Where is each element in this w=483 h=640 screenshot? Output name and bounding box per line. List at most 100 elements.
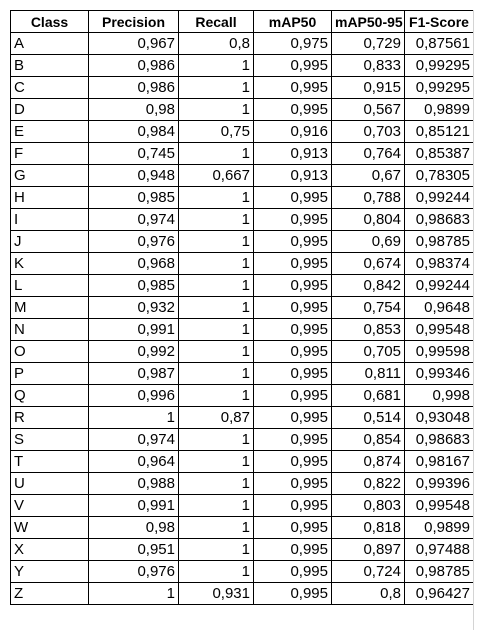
- cell-map50-95[interactable]: 0,69: [331, 230, 405, 253]
- cell-map50-95[interactable]: 0,788: [331, 186, 405, 209]
- cell-map50[interactable]: 0,913: [253, 142, 332, 165]
- cell-precision[interactable]: 0,964: [88, 450, 179, 473]
- cell-map50-95[interactable]: 0,705: [331, 340, 405, 363]
- cell-map50[interactable]: 0,995: [253, 450, 332, 473]
- cell-map50[interactable]: 0,913: [253, 164, 332, 187]
- cell-map50-95[interactable]: 0,764: [331, 142, 405, 165]
- cell-recall[interactable]: 1: [178, 340, 254, 363]
- cell-map50-95[interactable]: 0,724: [331, 560, 405, 583]
- cell-f1-score[interactable]: 0,9899: [404, 516, 474, 539]
- cell-recall[interactable]: 1: [178, 296, 254, 319]
- cell-precision[interactable]: 0,974: [88, 428, 179, 451]
- cell-class[interactable]: C: [10, 76, 89, 99]
- cell-precision[interactable]: 1: [88, 406, 179, 429]
- cell-f1-score[interactable]: 0,998: [404, 384, 474, 407]
- cell-precision[interactable]: 0,976: [88, 560, 179, 583]
- cell-recall[interactable]: 1: [178, 560, 254, 583]
- cell-class[interactable]: K: [10, 252, 89, 275]
- cell-precision[interactable]: 0,968: [88, 252, 179, 275]
- cell-f1-score[interactable]: 0,99244: [404, 186, 474, 209]
- cell-map50[interactable]: 0,995: [253, 296, 332, 319]
- header-map50-95[interactable]: mAP50-95: [331, 10, 405, 33]
- cell-map50[interactable]: 0,995: [253, 318, 332, 341]
- cell-f1-score[interactable]: 0,98167: [404, 450, 474, 473]
- cell-map50[interactable]: 0,995: [253, 230, 332, 253]
- cell-map50[interactable]: 0,995: [253, 274, 332, 297]
- header-map50[interactable]: mAP50: [253, 10, 332, 33]
- cell-class[interactable]: O: [10, 340, 89, 363]
- cell-map50-95[interactable]: 0,8: [331, 582, 405, 605]
- cell-map50[interactable]: 0,995: [253, 406, 332, 429]
- cell-f1-score[interactable]: 0,9648: [404, 296, 474, 319]
- cell-recall[interactable]: 1: [178, 450, 254, 473]
- cell-precision[interactable]: 1: [88, 582, 179, 605]
- cell-class[interactable]: J: [10, 230, 89, 253]
- cell-precision[interactable]: 0,991: [88, 318, 179, 341]
- cell-map50[interactable]: 0,995: [253, 362, 332, 385]
- header-f1-score[interactable]: F1-Score: [404, 10, 474, 33]
- cell-map50-95[interactable]: 0,842: [331, 274, 405, 297]
- header-precision[interactable]: Precision: [88, 10, 179, 33]
- cell-f1-score[interactable]: 0,98683: [404, 208, 474, 231]
- cell-recall[interactable]: 1: [178, 208, 254, 231]
- cell-map50[interactable]: 0,995: [253, 340, 332, 363]
- cell-class[interactable]: L: [10, 274, 89, 297]
- cell-map50-95[interactable]: 0,754: [331, 296, 405, 319]
- cell-map50-95[interactable]: 0,681: [331, 384, 405, 407]
- cell-map50[interactable]: 0,995: [253, 54, 332, 77]
- cell-precision[interactable]: 0,98: [88, 516, 179, 539]
- cell-class[interactable]: D: [10, 98, 89, 121]
- cell-f1-score[interactable]: 0,96427: [404, 582, 474, 605]
- cell-f1-score[interactable]: 0,99295: [404, 76, 474, 99]
- cell-recall[interactable]: 0,667: [178, 164, 254, 187]
- cell-map50-95[interactable]: 0,514: [331, 406, 405, 429]
- cell-class[interactable]: Y: [10, 560, 89, 583]
- cell-f1-score[interactable]: 0,99548: [404, 494, 474, 517]
- cell-f1-score[interactable]: 0,98785: [404, 560, 474, 583]
- cell-class[interactable]: P: [10, 362, 89, 385]
- cell-class[interactable]: Z: [10, 582, 89, 605]
- cell-map50[interactable]: 0,995: [253, 582, 332, 605]
- cell-map50-95[interactable]: 0,915: [331, 76, 405, 99]
- cell-recall[interactable]: 1: [178, 98, 254, 121]
- cell-f1-score[interactable]: 0,97488: [404, 538, 474, 561]
- cell-map50-95[interactable]: 0,811: [331, 362, 405, 385]
- cell-class[interactable]: G: [10, 164, 89, 187]
- cell-map50-95[interactable]: 0,897: [331, 538, 405, 561]
- cell-map50-95[interactable]: 0,853: [331, 318, 405, 341]
- cell-f1-score[interactable]: 0,98785: [404, 230, 474, 253]
- cell-f1-score[interactable]: 0,87561: [404, 32, 474, 55]
- cell-precision[interactable]: 0,967: [88, 32, 179, 55]
- cell-f1-score[interactable]: 0,99346: [404, 362, 474, 385]
- cell-class[interactable]: U: [10, 472, 89, 495]
- cell-precision[interactable]: 0,951: [88, 538, 179, 561]
- cell-recall[interactable]: 1: [178, 318, 254, 341]
- cell-precision[interactable]: 0,996: [88, 384, 179, 407]
- cell-recall[interactable]: 0,75: [178, 120, 254, 143]
- cell-precision[interactable]: 0,985: [88, 274, 179, 297]
- cell-precision[interactable]: 0,987: [88, 362, 179, 385]
- cell-map50[interactable]: 0,995: [253, 472, 332, 495]
- cell-f1-score[interactable]: 0,98374: [404, 252, 474, 275]
- cell-map50-95[interactable]: 0,67: [331, 164, 405, 187]
- cell-map50[interactable]: 0,995: [253, 98, 332, 121]
- cell-f1-score[interactable]: 0,99295: [404, 54, 474, 77]
- cell-recall[interactable]: 1: [178, 362, 254, 385]
- cell-f1-score[interactable]: 0,99244: [404, 274, 474, 297]
- cell-precision[interactable]: 0,985: [88, 186, 179, 209]
- cell-recall[interactable]: 1: [178, 252, 254, 275]
- cell-precision[interactable]: 0,992: [88, 340, 179, 363]
- cell-map50[interactable]: 0,995: [253, 384, 332, 407]
- cell-precision[interactable]: 0,948: [88, 164, 179, 187]
- cell-f1-score[interactable]: 0,93048: [404, 406, 474, 429]
- cell-class[interactable]: V: [10, 494, 89, 517]
- cell-class[interactable]: X: [10, 538, 89, 561]
- cell-recall[interactable]: 1: [178, 472, 254, 495]
- cell-recall[interactable]: 1: [178, 516, 254, 539]
- cell-class[interactable]: W: [10, 516, 89, 539]
- cell-map50[interactable]: 0,995: [253, 186, 332, 209]
- cell-class[interactable]: E: [10, 120, 89, 143]
- cell-class[interactable]: A: [10, 32, 89, 55]
- cell-map50-95[interactable]: 0,818: [331, 516, 405, 539]
- cell-precision[interactable]: 0,984: [88, 120, 179, 143]
